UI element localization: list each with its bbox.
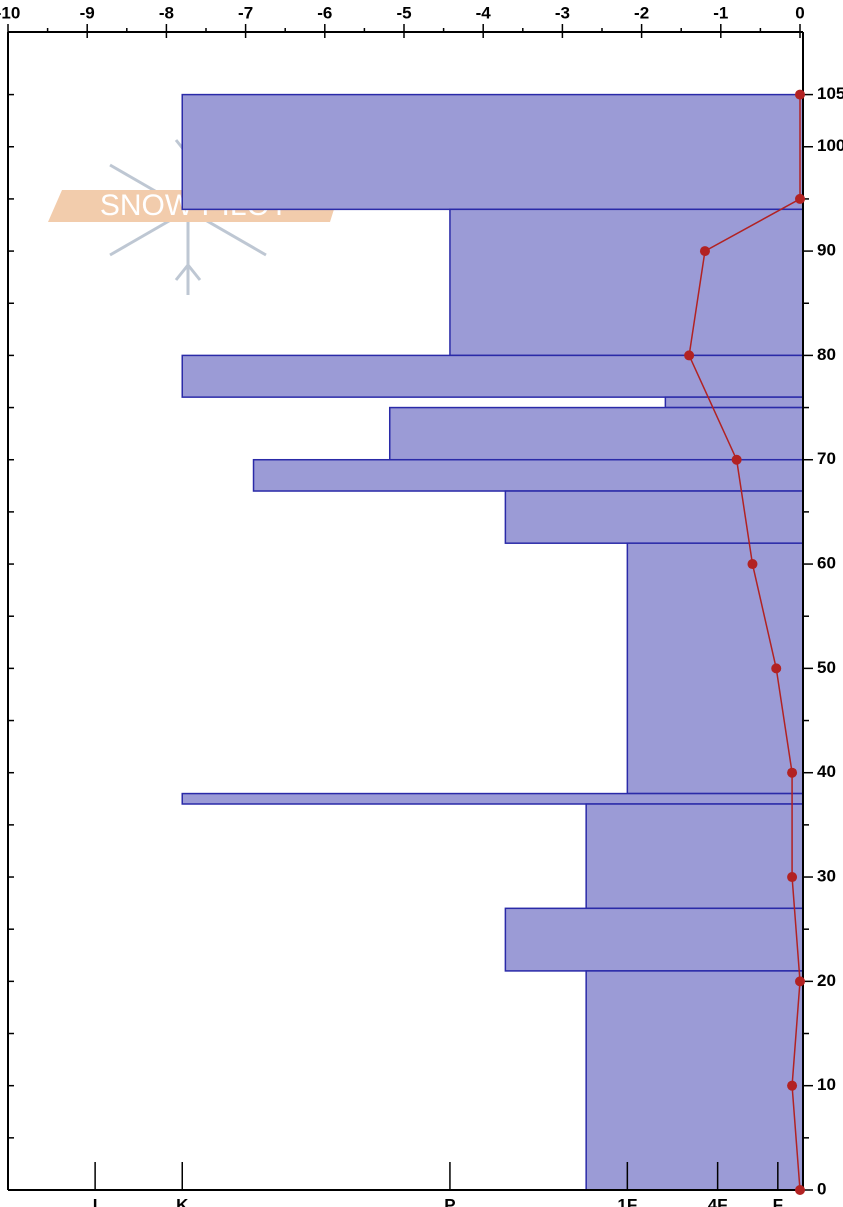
hardness-label: F (773, 1195, 783, 1207)
temperature-point (795, 976, 805, 987)
layer-bar (585, 803, 804, 910)
temperature-point (795, 193, 805, 204)
x-tick-label: -2 (634, 3, 649, 22)
x-tick-label: -1 (713, 3, 728, 22)
layer-bar (504, 490, 804, 544)
x-tick-label: -5 (396, 3, 411, 22)
y-tick-label: 50 (817, 658, 836, 677)
y-tick-label: 10 (817, 1075, 836, 1094)
temperature-point (684, 350, 695, 361)
temperature-point (787, 872, 798, 883)
hardness-label: I (93, 1195, 98, 1207)
temperature-point (787, 1080, 798, 1091)
x-tick-label: 0 (795, 3, 804, 22)
temperature-point (787, 767, 798, 778)
y-tick-label: 105 (817, 84, 843, 103)
y-tick-label: 90 (817, 241, 836, 260)
hardness-label: P (444, 1195, 455, 1207)
y-tick-label: 30 (817, 867, 836, 886)
y-tick-label: 100 (817, 136, 843, 155)
y-tick-label: 0 (817, 1179, 826, 1198)
layer-bar (181, 354, 804, 398)
temperature-point (731, 454, 742, 465)
y-tick-label: 70 (817, 449, 836, 468)
temperature-point (699, 246, 710, 257)
temperature-point (795, 1185, 805, 1195)
layer-bar (585, 970, 804, 1191)
temperature-point (771, 663, 782, 674)
hardness-label: K (176, 1195, 189, 1207)
layer-bar (664, 396, 804, 409)
x-tick-label: -8 (159, 3, 174, 22)
layer-bar (181, 792, 804, 805)
y-tick-label: 20 (817, 971, 836, 990)
x-tick-label: -9 (80, 3, 95, 22)
y-tick-label: 60 (817, 554, 836, 573)
x-tick-label: -7 (238, 3, 253, 22)
y-tick-label: 80 (817, 345, 836, 364)
x-tick-label: -3 (555, 3, 570, 22)
temperature-point (795, 89, 805, 100)
x-tick-label: -6 (317, 3, 332, 22)
layer-bar (252, 458, 804, 492)
hardness-label: 1F (617, 1195, 637, 1207)
temperature-point (747, 559, 758, 570)
x-tick-label: -10 (0, 3, 20, 22)
hardness-label: 4F (708, 1195, 728, 1207)
layer-bar (388, 406, 804, 461)
layer-bar (449, 208, 804, 357)
layer-bar (181, 93, 804, 211)
temperature-line (688, 94, 801, 1191)
y-tick-label: 40 (817, 762, 836, 781)
layer-bar (504, 907, 804, 972)
x-tick-label: -4 (476, 3, 492, 22)
